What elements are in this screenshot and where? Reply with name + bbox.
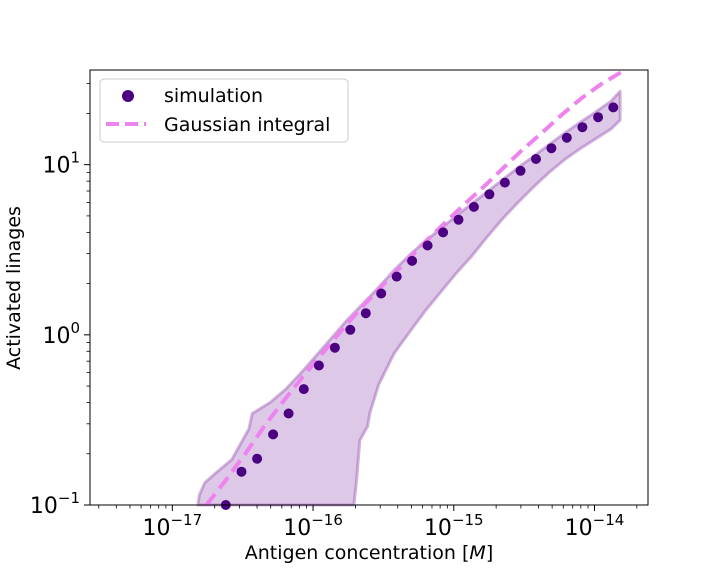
y-axis-ticks: 10−1 100 101: [30, 83, 90, 519]
simulation-point-7: [329, 342, 340, 353]
simulation-point-5: [298, 384, 309, 395]
band-layer: [196, 89, 622, 507]
legend: simulation Gaussian integral: [99, 78, 349, 143]
y-axis-label: Activated linages: [3, 206, 25, 370]
legend-label-simulation: simulation: [164, 85, 263, 107]
simulation-point-4: [283, 408, 294, 419]
legend-label-gaussian: Gaussian integral: [164, 114, 330, 136]
simulation-point-12: [407, 255, 418, 266]
simulation-point-8: [345, 324, 356, 335]
simulation-point-16: [468, 201, 479, 212]
x-axis-ticks: 10−17 10−16 10−15 10−14: [98, 505, 638, 541]
x-tick-label-3: 10−14: [565, 511, 625, 541]
simulation-point-2: [252, 453, 263, 464]
y-tick-label-1: 100: [42, 319, 80, 349]
simulation-point-23: [577, 122, 588, 133]
x-tick-label-0: 10−17: [142, 511, 202, 541]
simulation-point-6: [313, 360, 324, 371]
simulation-point-13: [422, 240, 433, 251]
simulation-point-21: [546, 143, 557, 154]
y-tick-label-2: 101: [42, 149, 80, 179]
simulation-point-22: [561, 132, 572, 143]
simulation-point-17: [484, 189, 495, 200]
simulation-point-9: [360, 308, 371, 319]
legend-marker-simulation: [122, 90, 134, 102]
simulation-point-18: [499, 177, 510, 188]
simulation-point-1: [236, 466, 247, 477]
simulation-point-11: [391, 271, 402, 282]
simulation-point-19: [515, 165, 526, 176]
simulation-point-20: [531, 154, 541, 164]
points-layer: [220, 102, 619, 510]
simulation-point-25: [608, 102, 619, 113]
x-axis-label: Antigen concentration [M]: [245, 542, 493, 564]
legend-box: [99, 78, 349, 143]
x-tick-label-1: 10−16: [283, 511, 343, 541]
simulation-point-14: [438, 227, 449, 238]
simulation-point-10: [376, 288, 387, 299]
simulation-point-15: [453, 214, 464, 225]
gaussian-integral-line: [204, 70, 623, 507]
y-tick-label-0: 10−1: [30, 489, 80, 519]
simulation-point-3: [268, 429, 279, 440]
x-tick-label-2: 10−15: [424, 511, 484, 541]
simulation-point-24: [593, 112, 604, 123]
plot-frame: [89, 69, 649, 506]
simulation-range-band: [196, 89, 622, 507]
line-layer: [204, 70, 623, 507]
